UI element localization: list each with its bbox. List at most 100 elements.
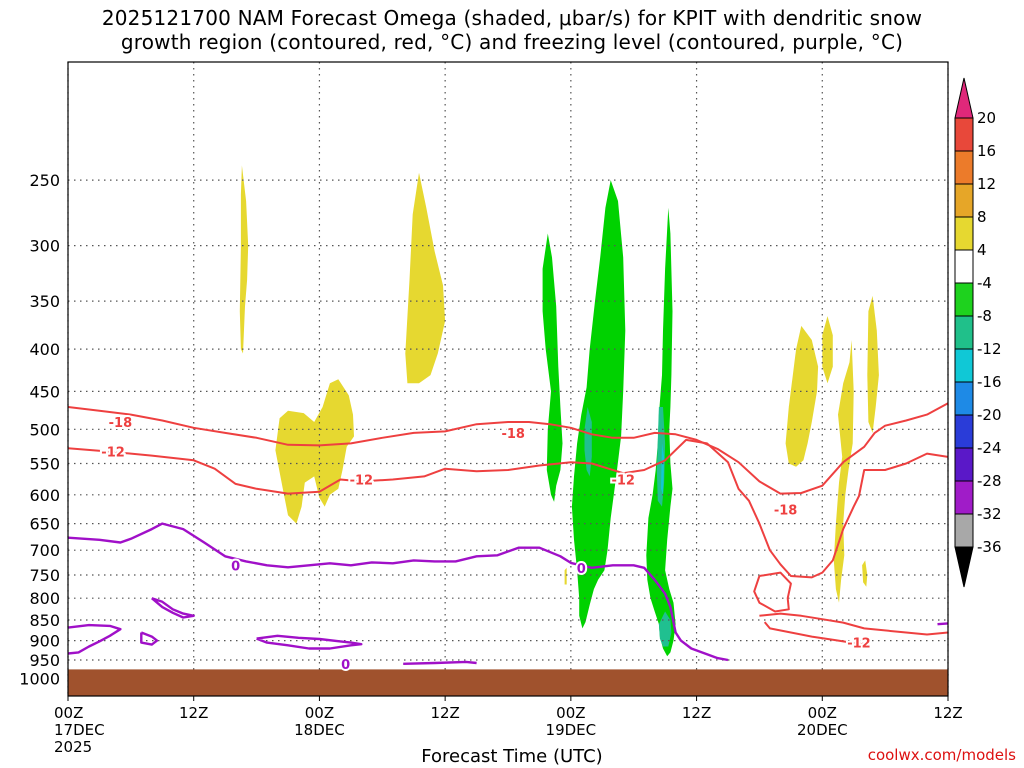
y-tick-label-300: 300: [29, 237, 60, 256]
colorbar-swatch-9: [954, 381, 974, 416]
x-tick-label-0-0: 00Z: [54, 704, 83, 722]
contour-labels: -18 -12 -12 -18 -12 -18 -12 0 0 0: [99, 414, 872, 675]
omega-region-yellow-1: [405, 172, 446, 384]
y-tick-label-500: 500: [29, 420, 60, 439]
y-tick-label-1000: 1000: [19, 669, 60, 688]
x-axis-title: Forecast Time (UTC): [421, 746, 603, 767]
y-tick-label-750: 750: [29, 566, 60, 585]
y-tick-label-800: 800: [29, 589, 60, 608]
freezing-contour-0: [68, 522, 729, 662]
contour-label-9: 0: [577, 562, 586, 577]
colorbar-swatch-2: [954, 150, 974, 185]
colorbar-label-8: -16: [977, 373, 1002, 391]
contour-label-8: 0: [341, 658, 350, 673]
omega-region-yellow-5: [833, 340, 854, 603]
x-tick-label-36-0: 12Z: [430, 704, 459, 722]
y-tick-label-400: 400: [29, 340, 60, 359]
y-tick-label-950: 950: [29, 651, 60, 670]
colorbar-swatch-13: [954, 513, 974, 548]
contour-label-0: -18: [109, 416, 133, 431]
x-tick-label-72-0: 00Z: [808, 704, 837, 722]
x-tick-label-24-0: 00Z: [305, 704, 334, 722]
colorbar-swatch-12: [954, 480, 974, 515]
x-tick-label-12-0: 12Z: [179, 704, 208, 722]
omega-region-yellow-6: [867, 295, 879, 433]
y-tick-label-600: 600: [29, 486, 60, 505]
omega-region-yellow-8: [564, 567, 567, 585]
colorbar-label-2: 12: [977, 175, 996, 193]
dgz-contour-3: [759, 612, 948, 636]
x-tick-label-0-1: 17DEC: [54, 721, 105, 739]
y-tick-label-850: 850: [29, 611, 60, 630]
colorbar-bottom-arrow: [954, 546, 974, 588]
colorbar-label-7: -12: [977, 340, 1002, 358]
x-tick-label-0-2: 2025: [54, 738, 92, 756]
colorbar-label-3: 8: [977, 208, 987, 226]
omega-region-yellow-7: [862, 560, 868, 587]
freezing-contour-3: [140, 631, 159, 646]
y-tick-label-700: 700: [29, 541, 60, 560]
colorbar-label-1: 16: [977, 142, 996, 160]
x-tick-label-72-1: 20DEC: [797, 721, 848, 739]
omega-region-yellow-4: [822, 316, 833, 384]
y-tick-label-450: 450: [29, 382, 60, 401]
omega-region-cyan-15: [661, 443, 665, 495]
colorbar-label-6: -8: [977, 307, 992, 325]
colorbar-swatch-11: [954, 447, 974, 482]
dgz-contour-1: [68, 438, 948, 579]
freezing-contour-2: [68, 623, 122, 655]
colorbar-swatch-4: [954, 216, 974, 251]
colorbar-label-10: -24: [977, 439, 1002, 457]
x-tick-label-48-1: 19DEC: [546, 721, 597, 739]
omega-region-yellow-2: [275, 379, 354, 524]
x-tick-label-24-1: 18DEC: [294, 721, 345, 739]
colorbar-swatch-8: [954, 348, 974, 383]
dgz-contour-0: [68, 402, 948, 495]
y-tick-label-250: 250: [29, 171, 60, 190]
chart-title-line1: 2025121700 NAM Forecast Omega (shaded, μ…: [101, 6, 923, 30]
contour-label-7: 0: [231, 559, 240, 574]
colorbar-swatch-3: [954, 183, 974, 218]
y-tick-label-650: 650: [29, 515, 60, 534]
colorbar-label-13: -36: [977, 538, 1002, 556]
dgz-contour-4: [763, 621, 870, 645]
y-tick-label-900: 900: [29, 632, 60, 651]
colorbar-swatch-6: [954, 282, 974, 317]
colorbar-swatch-1: [954, 117, 974, 152]
colorbar-label-11: -28: [977, 472, 1002, 490]
colorbar-label-12: -32: [977, 505, 1002, 523]
contour-label-5: -18: [774, 503, 798, 518]
omega-region-green-11: [571, 180, 626, 629]
colorbar-label-0: 20: [977, 109, 996, 127]
terrain-fill: [68, 669, 948, 696]
credit-text: coolwx.com/models: [867, 746, 1016, 764]
x-tick-label-48-0: 00Z: [556, 704, 585, 722]
colorbar-label-5: -4: [977, 274, 992, 292]
contour-label-2: -12: [350, 474, 374, 489]
colorbar-label-9: -20: [977, 406, 1002, 424]
colorbar-swatch-5: [954, 249, 974, 284]
omega-region-teal-13: [584, 407, 592, 477]
plot-frame: [67, 61, 949, 697]
freezing-contour-6: [937, 622, 948, 626]
colorbar: 20 16 12 8 4 -4 -8 -12 -16 -20 -24 -28 -32 -36: [954, 77, 1002, 588]
colorbar-top-arrow: [954, 77, 974, 119]
x-tick-label-84-0: 12Z: [933, 704, 962, 722]
omega-shading-layer: [239, 165, 879, 657]
y-tick-label-350: 350: [29, 292, 60, 311]
x-tick-label-60-0: 12Z: [682, 704, 711, 722]
omega-region-green-10: [542, 233, 563, 502]
contour-layer: [68, 402, 948, 665]
contour-label-1: -12: [101, 446, 125, 461]
y-axis: 250 300 350 400 450 500 550 600 650 700 750 800 850 9…: [19, 171, 60, 688]
colorbar-label-4: 4: [977, 241, 987, 259]
colorbar-swatch-7: [954, 315, 974, 350]
contour-label-4: -12: [611, 474, 635, 489]
y-tick-label-550: 550: [29, 455, 60, 474]
freezing-contour-4: [151, 597, 195, 619]
freezing-contour-1: [256, 634, 363, 650]
dgz-contour-2: [753, 571, 792, 613]
colorbar-swatch-10: [954, 414, 974, 449]
